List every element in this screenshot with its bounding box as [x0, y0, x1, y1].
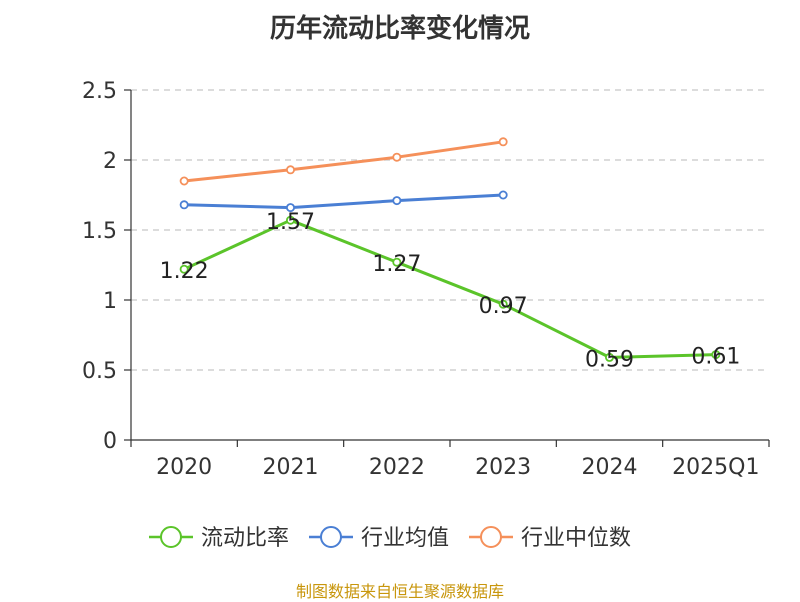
data-point [605, 352, 615, 362]
data-point [711, 350, 721, 360]
source-note: 制图数据来自恒生聚源数据库 [295, 582, 504, 601]
legend-marker [480, 526, 502, 548]
legend-marker [160, 526, 182, 548]
y-tick-label: 1.5 [82, 219, 117, 244]
data-point [285, 215, 295, 225]
data-point [498, 137, 508, 147]
legend-label: 行业中位数 [521, 526, 631, 551]
x-tick-label: 2020 [156, 455, 212, 480]
y-tick-label: 0 [103, 429, 117, 454]
y-tick-label: 2 [103, 149, 117, 174]
y-tick-label: 2.5 [82, 79, 117, 104]
series-line-2 [184, 140, 504, 183]
x-tick-label: 2022 [369, 455, 425, 480]
x-tick-label: 2025Q1 [672, 455, 759, 480]
data-point [179, 176, 189, 186]
data-label: 1.57 [266, 210, 315, 235]
data-point [498, 299, 508, 309]
legend-label: 流动比率 [201, 526, 289, 551]
legend-marker [320, 526, 342, 548]
data-label: 0.61 [691, 345, 740, 370]
series-layer [179, 137, 721, 362]
y-tick-label: 1 [103, 289, 117, 314]
data-point [392, 196, 402, 206]
data-point [179, 264, 189, 274]
series-line-0 [183, 218, 716, 359]
x-tick-label: 2023 [475, 455, 531, 480]
series-line-1 [184, 193, 504, 210]
chart-title: 历年流动比率变化情况 [269, 14, 530, 44]
axis-layer: 0 0.5 1 1.5 2 2.5 2020 2021 2022 2023 2024 2025Q1 [82, 79, 770, 480]
data-point [285, 165, 295, 175]
data-label-layer: 1.22 1.57 1.27 0.97 0.59 0.61 [160, 210, 741, 372]
data-point [392, 257, 402, 267]
data-point [392, 152, 402, 162]
data-label: 1.27 [372, 252, 421, 277]
data-label: 0.59 [585, 347, 634, 372]
data-point [285, 203, 295, 213]
legend-label: 行业均值 [361, 526, 449, 551]
data-point [179, 200, 189, 210]
x-tick-label: 2021 [263, 455, 319, 480]
grid-layer [131, 89, 769, 371]
data-point [498, 190, 508, 200]
data-label: 0.97 [479, 294, 528, 319]
data-label: 1.22 [160, 259, 209, 284]
x-tick-label: 2024 [582, 455, 638, 480]
y-tick-label: 0.5 [82, 359, 117, 384]
legend: 流动比率 行业均值 行业中位数 [149, 526, 631, 551]
